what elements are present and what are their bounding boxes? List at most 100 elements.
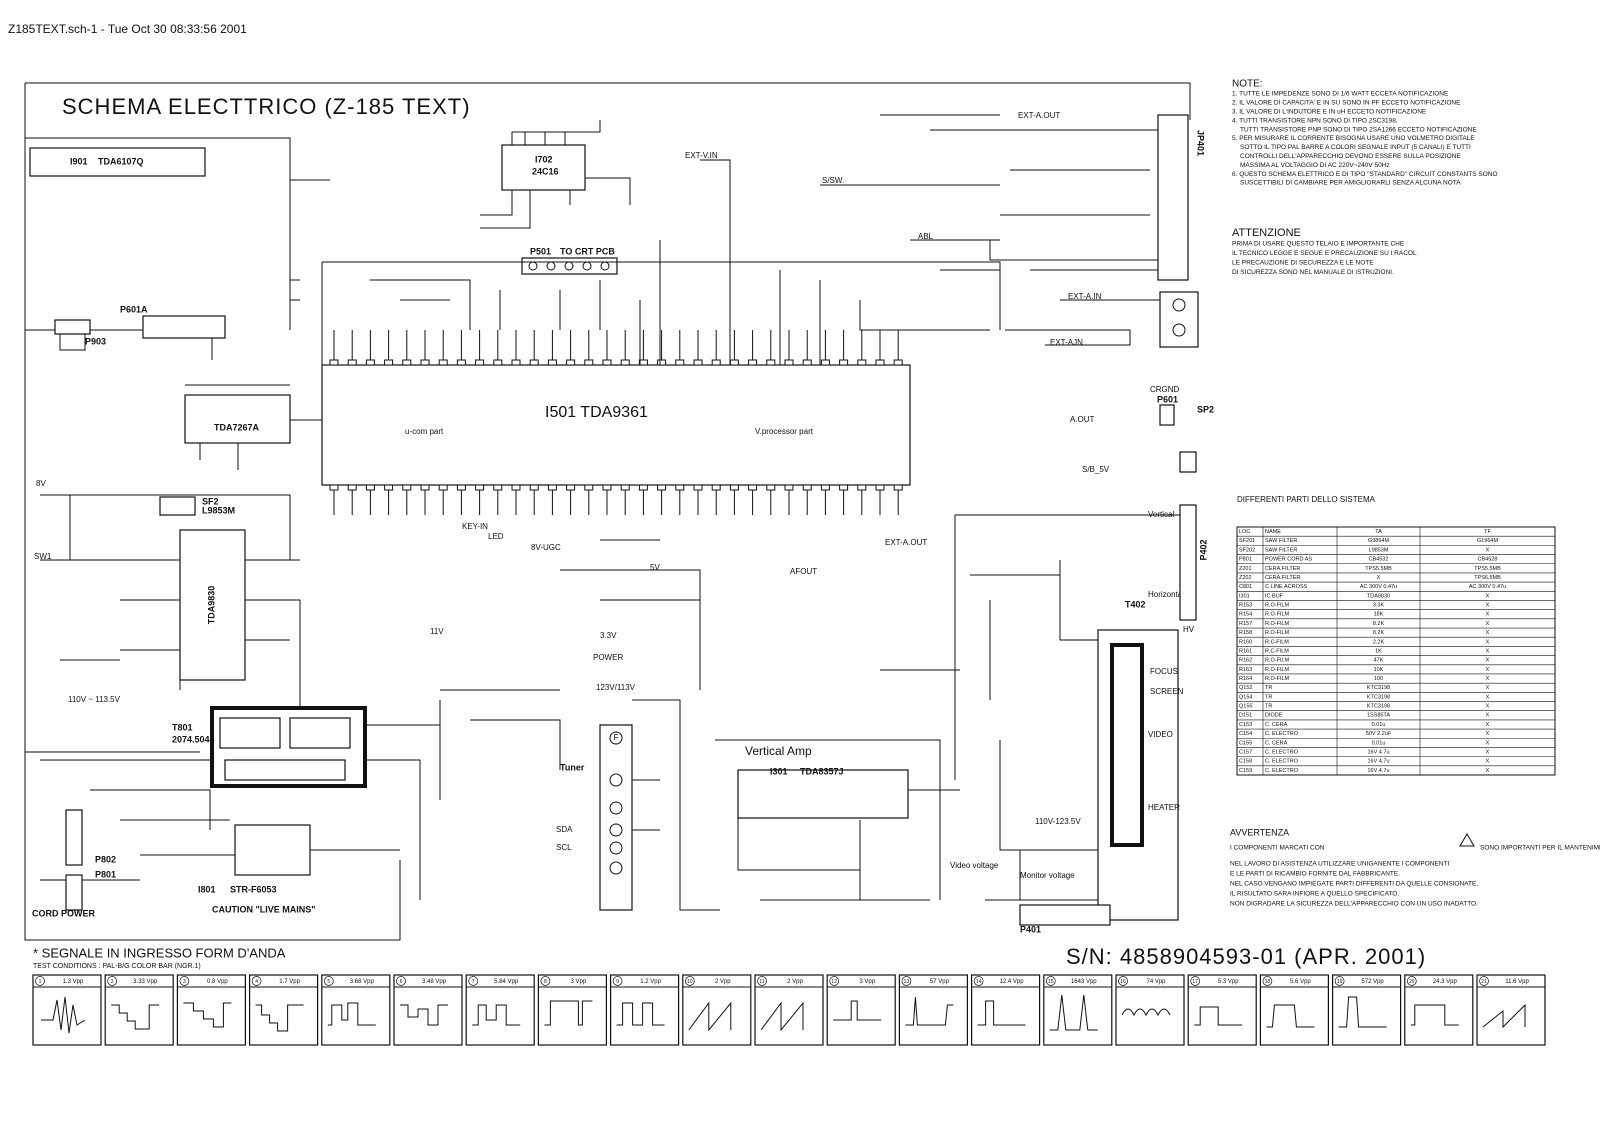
net-label: EXT-A.OUT: [885, 538, 927, 547]
ic-pin: [438, 484, 448, 491]
waveform-vpp: 11.6 Vpp: [1505, 979, 1529, 985]
ic-pin: [748, 484, 758, 491]
table-cell: C158: [1239, 759, 1252, 765]
component-label: FOCUS: [1150, 667, 1178, 676]
component-label: P501: [530, 246, 551, 256]
table-cell: C LINE ACROSS: [1265, 584, 1308, 590]
header: Z185TEXT.sch-1 - Tue Oct 30 08:33:56 200…: [8, 22, 247, 36]
table-cell: X: [1486, 547, 1490, 553]
component-label: Tuner: [560, 762, 585, 772]
waveform-number-circle: [107, 976, 118, 986]
connector: [521, 257, 618, 275]
component-label: HV: [1183, 625, 1195, 634]
table-cell: C155: [1239, 740, 1252, 746]
table-cell: TPS5.5MB: [1365, 566, 1392, 572]
component-label: F: [614, 733, 619, 742]
table-cell: R161: [1239, 648, 1252, 654]
note-line: MASSIMA AL VOLTAGGIO DI AC 220V~240V 50H…: [1240, 162, 1390, 169]
ic-pin: [820, 484, 830, 491]
table-cell: 8.2K: [1373, 621, 1385, 627]
waveform: 10 2 Vpp: [682, 974, 752, 1046]
waveform: 4 1.7 Vpp: [249, 974, 319, 1046]
waveform: 21 11.6 Vpp: [1476, 974, 1546, 1046]
table-cell: TR: [1265, 694, 1272, 700]
wire: [321, 114, 1180, 365]
component-label: TO CRT PCB: [560, 246, 615, 256]
table-cell: R.C-FILM: [1265, 639, 1289, 645]
waveform-number-circle: [35, 976, 45, 986]
ic-pin: [657, 484, 667, 491]
waveform-box: [682, 974, 752, 1046]
ic-pin: [893, 359, 903, 366]
ic-box: [184, 394, 291, 444]
table-cell: C. ELECTRO: [1265, 768, 1299, 774]
ic-pin: [857, 484, 867, 491]
waveform: 2 3.33 Vpp: [104, 974, 174, 1046]
connector: [65, 809, 83, 866]
net-label: 3.3V: [600, 631, 617, 640]
table-cell: X: [1486, 593, 1490, 599]
table-cell: P801: [1239, 557, 1252, 563]
ic-pin: [729, 484, 739, 491]
waveform-vpp: 1.3 Vpp: [63, 979, 84, 985]
table-cell: L9853M: [1369, 547, 1389, 553]
table-cell: C. ELECTRO: [1265, 749, 1299, 755]
table-cell: 1K: [1375, 648, 1382, 654]
waveform-vpp: 12.4 Vpp: [1000, 979, 1025, 985]
table-header: NAME: [1265, 529, 1281, 535]
waveform-number-circle: [757, 976, 767, 986]
waveform-box: [1476, 974, 1546, 1046]
note-line: 6. QUESTO SCHEMA ELETTRICO E DI TIPO "ST…: [1232, 171, 1498, 178]
waveform-number-circle: [468, 976, 479, 986]
ic-pin: [402, 484, 412, 491]
waveform-trace: [41, 996, 86, 1034]
component-label: TDA9830: [206, 586, 216, 625]
table-cell: C801: [1239, 584, 1252, 590]
waveform: 5 3.68 Vpp: [321, 974, 391, 1046]
waveform-box: [104, 974, 174, 1046]
ic-pin: [620, 359, 630, 366]
component-label: P601A: [120, 304, 148, 314]
waveform-number: 5: [327, 979, 330, 985]
component-label: STR-F6053: [230, 884, 277, 894]
table-cell: SF201: [1239, 538, 1255, 544]
waveform-number-circle: [396, 976, 406, 986]
table-cell: TR: [1265, 685, 1272, 691]
ic-pin: [620, 484, 630, 491]
ic-pin: [547, 484, 557, 491]
component-label: Vertical: [1148, 510, 1174, 519]
transformer-winding: [224, 759, 346, 781]
waveform-number: 15: [1048, 979, 1054, 985]
table-cell: POWER CORD AS: [1265, 557, 1312, 563]
waveform-vpp: 3.33 Vpp: [133, 979, 158, 985]
table-cell: C. ELECTRO: [1265, 731, 1299, 737]
attenzione-line: IL TECNICO LEGGE E SEGUE E PRECAUZIONE S…: [1232, 250, 1417, 257]
table-cell: TPS6.5MB: [1474, 575, 1501, 581]
note-line: 5. PER MISURARE IL CORRENTE BISOGNA USAR…: [1232, 135, 1475, 142]
connector: [142, 315, 226, 339]
waveform-number-circle: [612, 976, 623, 986]
wire: [59, 279, 300, 351]
waveform: 16 74 Vpp: [1115, 974, 1185, 1046]
waveform: 18 5.6 Vpp: [1259, 974, 1330, 1046]
table-cell: X: [1486, 694, 1490, 700]
wire: [370, 269, 1000, 365]
waveform-trace: [1121, 1008, 1171, 1017]
table-cell: X: [1486, 768, 1490, 774]
waveform-number-circle: [901, 976, 912, 986]
title: SCHEMA ELECTTRICO (Z-185 TEXT): [62, 94, 471, 119]
ic-pin: [748, 359, 758, 366]
note-line: SOTTO IL TIPO PAL BARRE A COLORI SEGNALE…: [1240, 144, 1471, 151]
waveform-number-circle: [1334, 976, 1345, 986]
net-label: SW1: [34, 552, 52, 561]
table-cell: X: [1486, 740, 1490, 746]
table-cell: AC 300V 0.47u: [1469, 584, 1506, 590]
table-cell: C157: [1239, 749, 1252, 755]
component-label: TDA7267A: [214, 422, 260, 432]
waveform: 12 3 Vpp: [826, 974, 896, 1046]
connector: [54, 319, 91, 335]
waveform-trace: [760, 1001, 804, 1032]
ic-box: [179, 529, 246, 681]
component-label: I702: [535, 154, 553, 164]
waveform-box: [1187, 974, 1257, 1046]
